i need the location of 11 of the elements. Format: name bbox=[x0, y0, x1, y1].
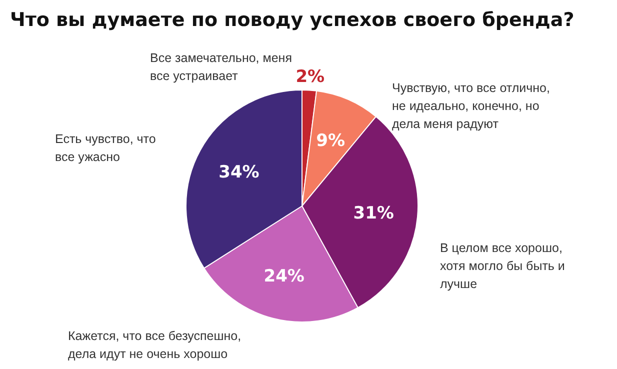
slice-label: Все замечательно, меня все устраивает bbox=[150, 51, 292, 83]
slice-label: Есть чувство, что все ужасно bbox=[55, 132, 156, 164]
slice-label: В целом все хорошо, хотя могло бы быть и лучше bbox=[440, 241, 565, 291]
data-label: 2% bbox=[296, 67, 325, 88]
data-label: 31% bbox=[353, 204, 394, 224]
slice-label: Чувствую, что все отлично, не идеально, конечно, но дела меня радуют bbox=[392, 81, 550, 131]
chart-title: Что вы думаете по поводу успехов своего бренда? bbox=[10, 9, 574, 31]
data-label: 9% bbox=[316, 130, 345, 151]
data-label: 24% bbox=[264, 266, 304, 287]
data-label: 34% bbox=[218, 162, 260, 182]
slice-label: Кажется, что все безуспешно, дела идут не очень хорошо bbox=[68, 329, 242, 361]
